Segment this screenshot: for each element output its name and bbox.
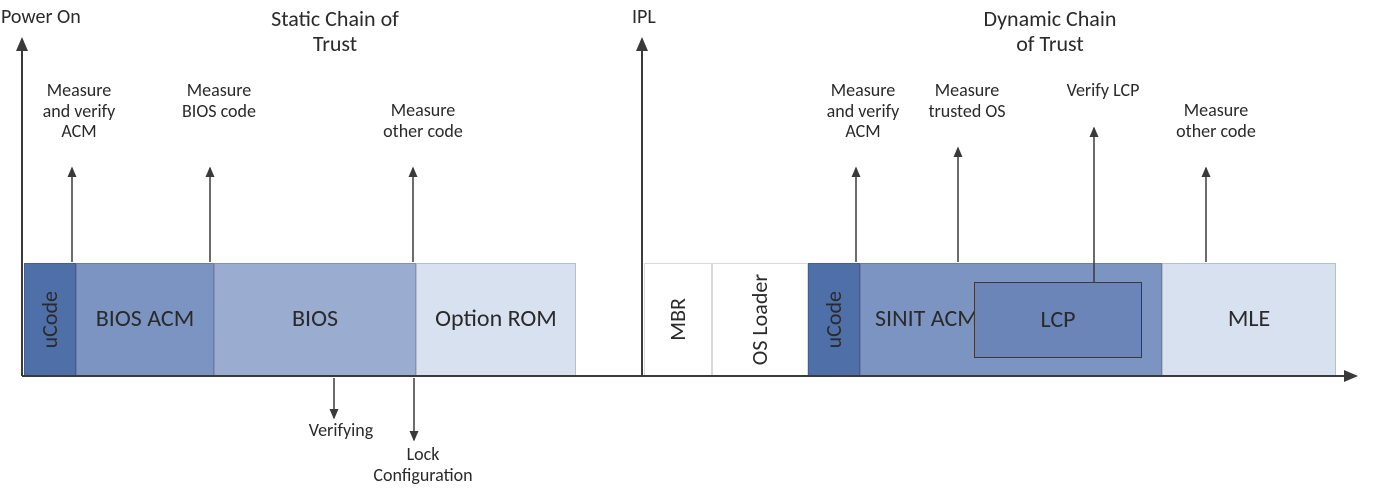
label-measure-verify-acm-r: Measure and verify ACM — [808, 80, 918, 142]
title-left: Static Chain of Trust — [225, 6, 445, 57]
block-os-loader: OS Loader — [712, 263, 808, 376]
block-bios: BIOS — [214, 263, 416, 376]
block-bios-acm-label: BIOS ACM — [96, 306, 194, 332]
label-lock-config: Lock Configuration — [358, 444, 488, 485]
block-os-loader-label: OS Loader — [748, 274, 772, 365]
label-measure-other-l: Measure other code — [363, 100, 483, 141]
label-measure-other-r: Measure other code — [1156, 100, 1276, 141]
block-ucode-left-label: uCode — [38, 291, 62, 348]
block-sinit-acm-label: SINIT ACM — [875, 306, 978, 332]
block-lcp-label: LCP — [1040, 307, 1075, 333]
title-right: Dynamic Chain of Trust — [940, 6, 1160, 57]
block-option-rom: Option ROM — [416, 263, 576, 376]
block-ucode-right: uCode — [808, 263, 860, 376]
label-measure-trusted-os: Measure trusted OS — [912, 80, 1022, 121]
block-bios-acm: BIOS ACM — [76, 263, 214, 376]
block-lcp: LCP — [974, 282, 1142, 358]
label-measure-verify-acm-l: Measure and verify ACM — [24, 80, 134, 142]
block-bios-label: BIOS — [292, 306, 338, 332]
axis-label-power-on: Power On — [1, 6, 81, 29]
block-mbr-label: MBR — [666, 298, 690, 341]
block-mle-label: MLE — [1228, 306, 1270, 332]
axis-label-ipl: IPL — [632, 6, 656, 29]
diagram-canvas: Static Chain of Trust Dynamic Chain of T… — [0, 0, 1380, 503]
block-mle: MLE — [1162, 263, 1336, 376]
block-mbr: MBR — [644, 263, 712, 376]
label-verify-lcp: Verify LCP — [1048, 80, 1158, 101]
label-measure-bios: Measure BIOS code — [164, 80, 274, 121]
label-verifying: Verifying — [296, 420, 386, 441]
block-option-rom-label: Option ROM — [435, 306, 557, 332]
block-ucode-right-label: uCode — [822, 291, 846, 348]
block-ucode-left: uCode — [24, 263, 76, 376]
arrows-layer — [0, 0, 1380, 503]
